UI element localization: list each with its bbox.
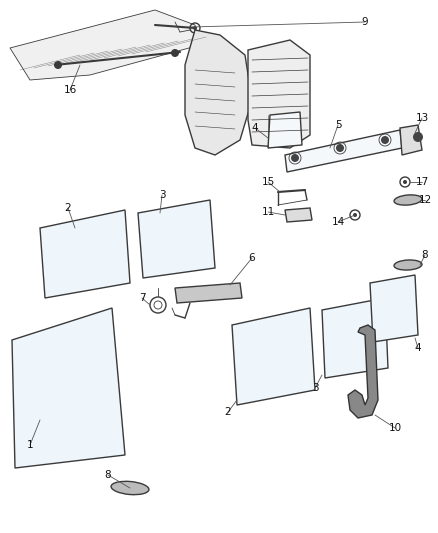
Circle shape [403,180,407,184]
Text: 13: 13 [415,113,429,123]
Polygon shape [400,125,422,155]
Text: 4: 4 [252,123,258,133]
Polygon shape [348,325,378,418]
Polygon shape [12,308,125,468]
Polygon shape [248,40,310,148]
Text: 7: 7 [139,293,145,303]
Polygon shape [322,298,388,378]
Circle shape [413,132,423,142]
Circle shape [54,61,62,69]
Polygon shape [370,275,418,342]
Polygon shape [285,130,402,172]
Circle shape [291,154,299,162]
Ellipse shape [394,260,422,270]
Text: 17: 17 [415,177,429,187]
Text: 8: 8 [422,250,428,260]
Text: 1: 1 [27,440,33,450]
Polygon shape [232,308,315,405]
Text: 14: 14 [332,217,345,227]
Polygon shape [10,10,200,80]
Circle shape [381,136,389,144]
Circle shape [336,144,344,152]
Text: 3: 3 [159,190,165,200]
Circle shape [193,26,197,30]
Text: 2: 2 [225,407,231,417]
Polygon shape [175,283,242,303]
Polygon shape [138,200,215,278]
Text: 10: 10 [389,423,402,433]
Polygon shape [185,30,252,155]
Text: 11: 11 [261,207,275,217]
Text: 16: 16 [64,85,77,95]
Text: 15: 15 [261,177,275,187]
Ellipse shape [394,195,422,205]
Text: 12: 12 [418,195,431,205]
Text: 2: 2 [65,203,71,213]
Polygon shape [268,112,302,148]
Circle shape [353,213,357,217]
Text: 9: 9 [362,17,368,27]
Text: 8: 8 [105,470,111,480]
Text: 3: 3 [312,383,318,393]
Circle shape [171,49,179,57]
Polygon shape [285,208,312,222]
Polygon shape [40,210,130,298]
Text: 5: 5 [335,120,341,130]
Text: 4: 4 [415,343,421,353]
Text: 6: 6 [249,253,255,263]
Ellipse shape [111,481,149,495]
